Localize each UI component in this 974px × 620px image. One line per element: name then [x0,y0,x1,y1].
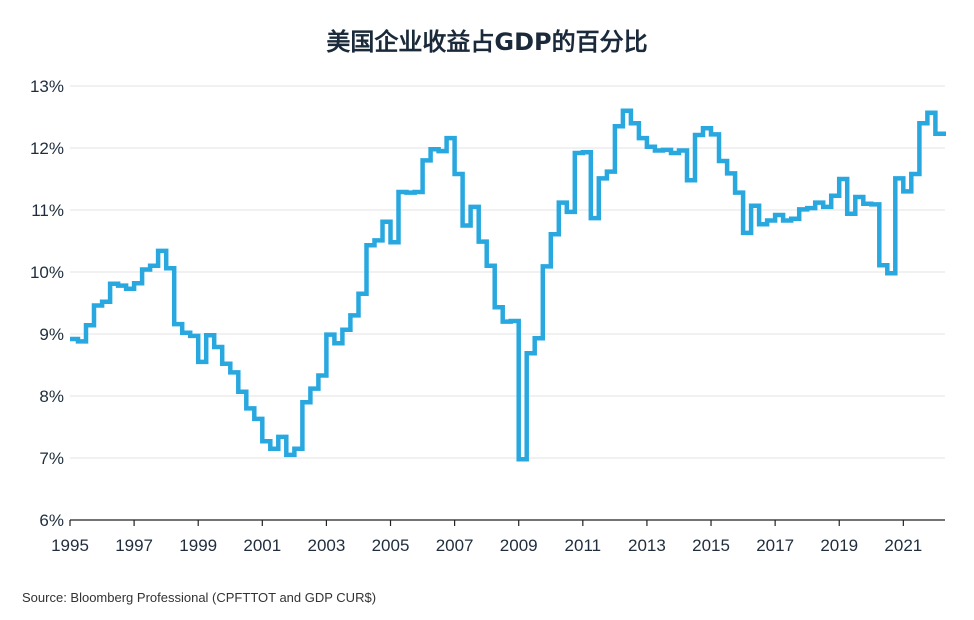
x-tick-label: 2017 [756,536,794,555]
x-tick-label: 2011 [565,536,602,555]
x-tick-label: 2019 [820,536,858,555]
y-axis-tick-labels: 6% 7% 8% 9% 10% 11% 12% 13% [30,77,64,530]
y-tick-label: 7% [39,449,64,468]
x-tick-label: 2009 [500,536,538,555]
y-tick-label: 11% [31,201,64,220]
y-tick-label: 9% [39,325,64,344]
y-tick-label: 8% [39,387,64,406]
chart-title: 美国企业收益占GDP的百分比 [326,28,648,56]
x-tick-label: 2003 [307,536,345,555]
y-tick-label: 10% [30,263,64,282]
y-tick-label: 13% [30,77,64,96]
x-tick-label: 2015 [692,536,730,555]
gridlines [70,85,945,459]
x-tick-label: 1999 [179,536,217,555]
x-tick-label: 2021 [884,536,922,555]
x-tick-label: 1997 [115,536,153,555]
source-note: Source: Bloomberg Professional (CPFTTOT … [22,590,377,605]
series-line [70,108,946,462]
x-axis-ticks: 1995 1997 1999 2001 2003 2005 2007 2009 2011 2013… [51,520,922,555]
y-tick-label: 12% [30,139,64,158]
x-tick-label: 1995 [51,536,89,555]
x-tick-label: 2007 [436,536,474,555]
x-tick-label: 2005 [372,536,410,555]
x-tick-label: 2013 [628,536,666,555]
y-tick-label: 6% [39,511,64,530]
x-tick-label: 2001 [243,536,281,555]
